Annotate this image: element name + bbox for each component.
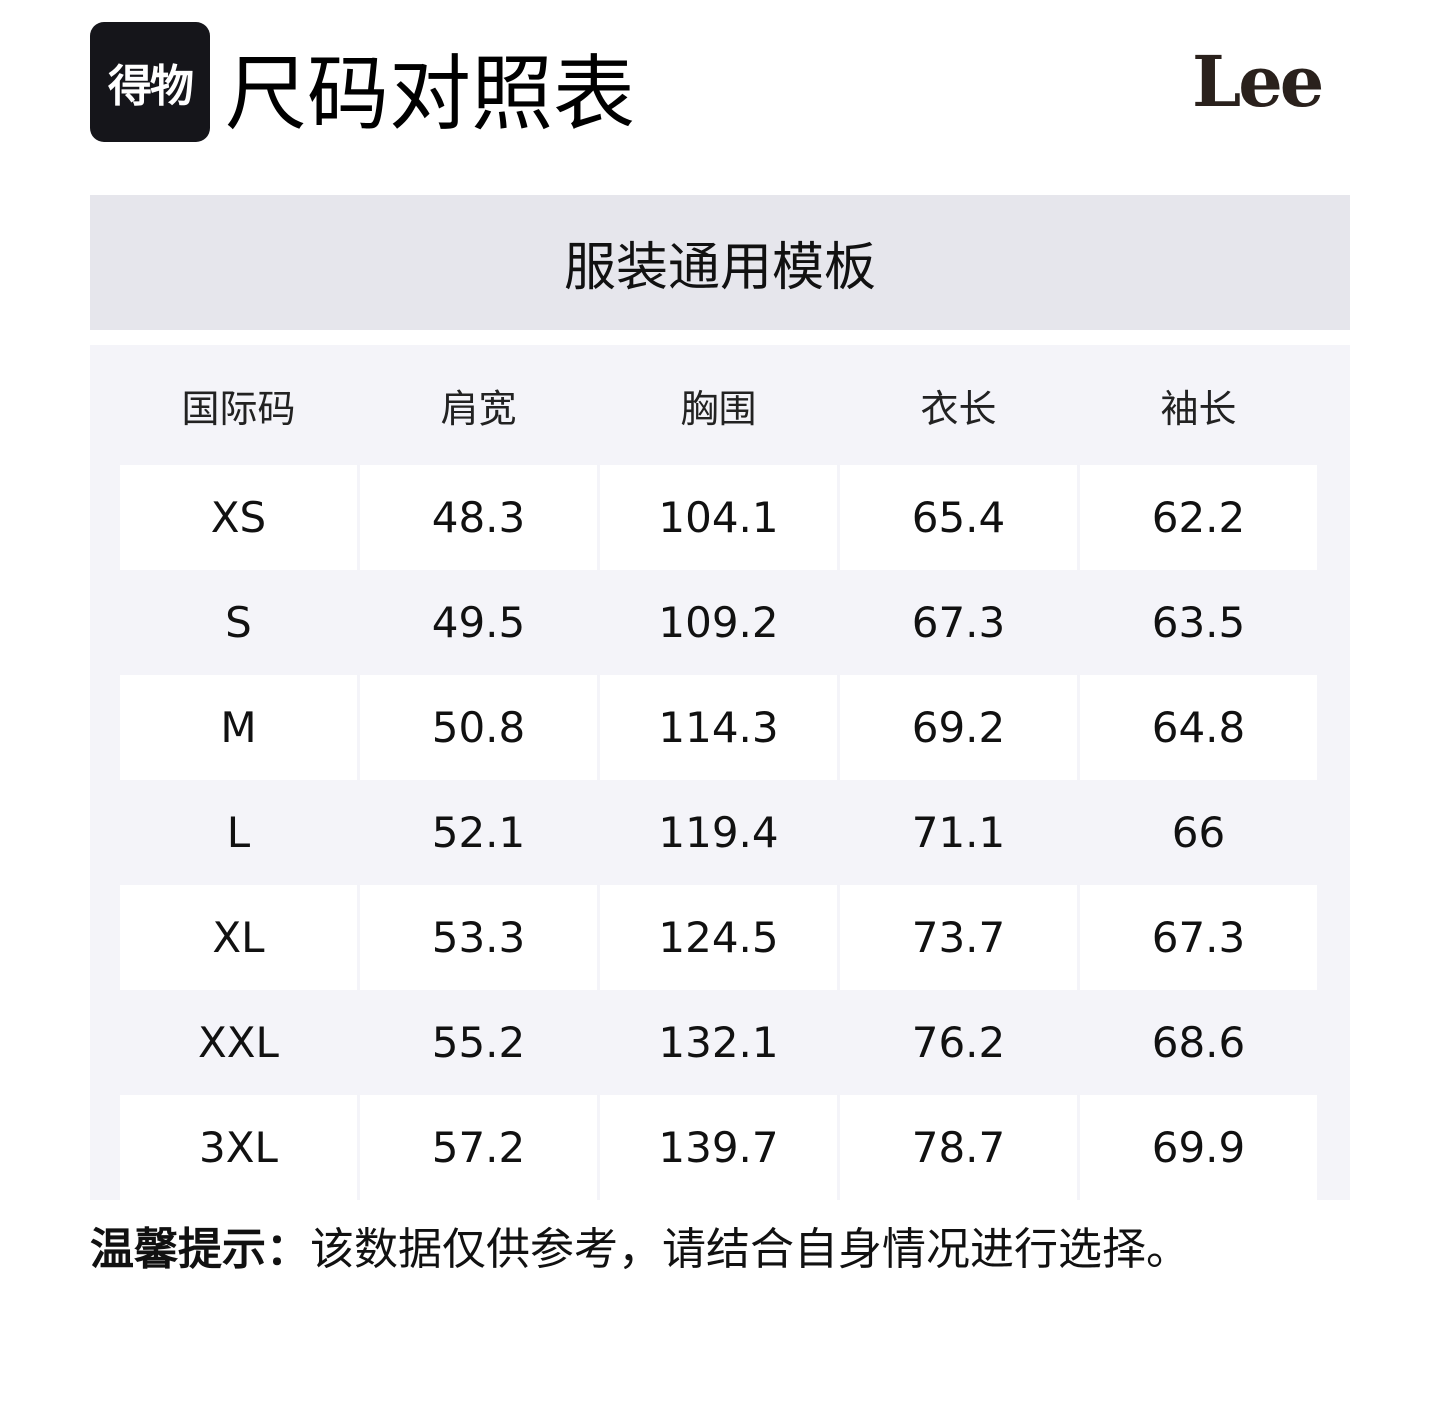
measurement-cell: 104.1 <box>600 465 837 570</box>
measurement-cell: 132.1 <box>658 1018 779 1067</box>
size-cell: 3XL <box>120 1095 357 1200</box>
column-header: 胸围 <box>680 386 757 431</box>
tip-label: 温馨提示： <box>90 1224 310 1275</box>
measurement-cell: 63.5 <box>1151 598 1246 647</box>
table-row: S 49.5 109.2 67.3 63.5 <box>120 570 1320 675</box>
measurement-cell: 124.5 <box>600 885 837 990</box>
column-header: 袖长 <box>1160 386 1237 431</box>
size-table: 国际码 肩宽 胸围 衣长 袖长 XS 48.3 104.1 65.4 62.2 S 49.5… <box>90 345 1350 1200</box>
tip-text: 该数据仅供参考，请结合自身情况进行选择。 <box>310 1224 1190 1275</box>
column-header: 国际码 <box>181 386 296 431</box>
measurement-cell: 53.3 <box>360 885 597 990</box>
measurement-cell: 52.1 <box>431 808 526 857</box>
table-row: XL 53.3 124.5 73.7 67.3 <box>120 885 1320 990</box>
size-cell: S <box>225 598 252 647</box>
table-row: L 52.1 119.4 71.1 66 <box>120 780 1320 885</box>
tip-note: 温馨提示：该数据仅供参考，请结合自身情况进行选择。 <box>90 1220 1190 1280</box>
measurement-cell: 69.2 <box>840 675 1077 780</box>
measurement-cell: 50.8 <box>360 675 597 780</box>
table-row: M 50.8 114.3 69.2 64.8 <box>120 675 1320 780</box>
table-row: XS 48.3 104.1 65.4 62.2 <box>120 465 1320 570</box>
measurement-cell: 64.8 <box>1080 675 1317 780</box>
column-header: 衣长 <box>920 386 997 431</box>
measurement-cell: 62.2 <box>1080 465 1317 570</box>
measurement-cell: 49.5 <box>431 598 526 647</box>
brand-logo: Lee <box>1192 40 1324 123</box>
dewu-logo: 得物 <box>90 22 210 142</box>
page-title: 尺码对照表 <box>225 47 636 142</box>
measurement-cell: 114.3 <box>600 675 837 780</box>
table-row: 3XL 57.2 139.7 78.7 69.9 <box>120 1095 1320 1200</box>
section-title: 服装通用模板 <box>90 195 1350 330</box>
measurement-cell: 71.1 <box>911 808 1006 857</box>
measurement-cell: 48.3 <box>360 465 597 570</box>
size-cell: XS <box>120 465 357 570</box>
measurement-cell: 119.4 <box>658 808 779 857</box>
measurement-cell: 78.7 <box>840 1095 1077 1200</box>
measurement-cell: 68.6 <box>1151 1018 1246 1067</box>
table-row: XXL 55.2 132.1 76.2 68.6 <box>120 990 1320 1095</box>
measurement-cell: 73.7 <box>840 885 1077 990</box>
logo-text: 得物 <box>108 61 194 112</box>
measurement-cell: 109.2 <box>658 598 779 647</box>
measurement-cell: 139.7 <box>600 1095 837 1200</box>
table-header: 国际码 肩宽 胸围 衣长 袖长 <box>120 345 1320 465</box>
size-cell: M <box>120 675 357 780</box>
size-cell: L <box>226 808 251 857</box>
measurement-cell: 76.2 <box>911 1018 1006 1067</box>
measurement-cell: 57.2 <box>360 1095 597 1200</box>
column-header: 肩宽 <box>440 386 517 431</box>
measurement-cell: 67.3 <box>911 598 1006 647</box>
measurement-cell: 66 <box>1171 808 1226 857</box>
measurement-cell: 67.3 <box>1080 885 1317 990</box>
size-cell: XL <box>120 885 357 990</box>
measurement-cell: 65.4 <box>840 465 1077 570</box>
measurement-cell: 55.2 <box>431 1018 526 1067</box>
size-cell: XXL <box>198 1018 279 1067</box>
measurement-cell: 69.9 <box>1080 1095 1317 1200</box>
